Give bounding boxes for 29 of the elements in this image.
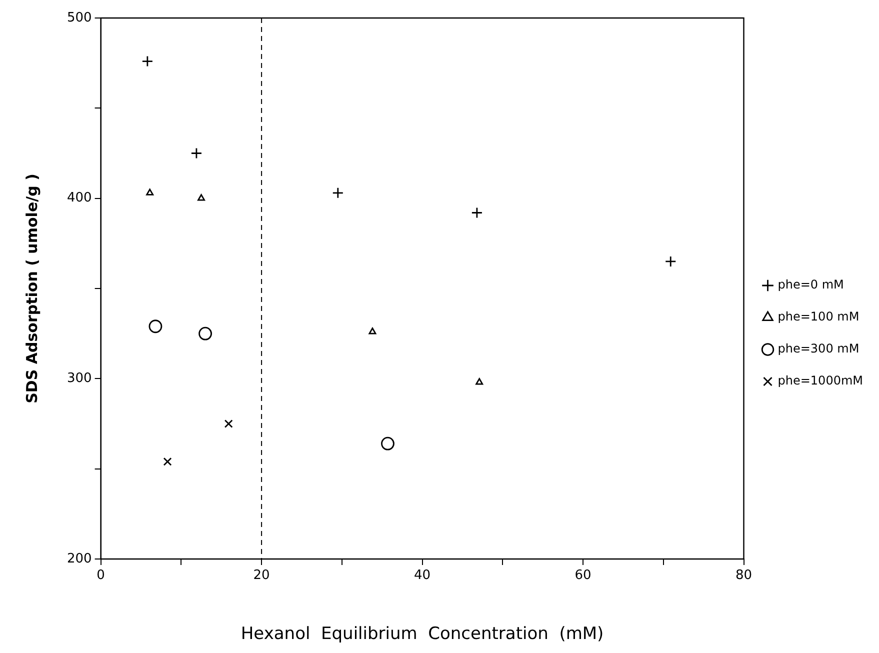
y-tick-label: 300 [66,371,92,386]
point [142,56,154,67]
x-tick-label: 20 [253,568,270,584]
x-tick-label: 80 [735,568,752,584]
point [190,148,202,159]
x-tick-label: 60 [574,568,592,584]
x-axis-title: Hexanol Equilibrium Concentration (mM) [240,624,604,644]
point [198,194,206,201]
point [148,320,162,334]
legend-label: phe=1000mM [778,374,864,388]
point [381,436,394,450]
y-tick-label: 500 [66,10,92,26]
point [664,256,676,268]
point [146,188,154,196]
point [471,207,483,218]
legend-label: phe=0 mM [778,278,844,292]
point [368,328,376,334]
legend-label: phe=100 mM [778,310,860,324]
x-tick-label: 40 [414,568,431,584]
y-tick-label: 400 [66,190,92,206]
point [476,378,484,385]
point [224,420,233,428]
point [163,457,172,466]
point [198,326,212,340]
legend-label: phe=300 mM [778,342,860,356]
x-tick-label: 0 [96,568,105,584]
point [332,187,344,199]
y-tick-label: 200 [66,551,92,566]
y-axis-title: SDS Adsorption ( umole/g ) [22,174,41,404]
